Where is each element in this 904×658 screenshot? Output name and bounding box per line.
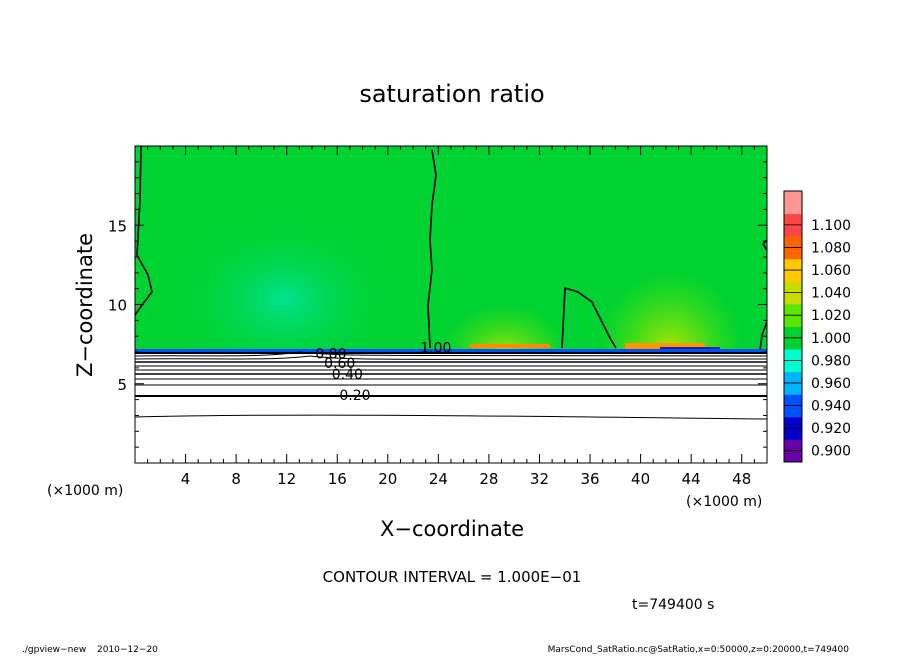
colorbar-label: 1.000 <box>811 331 851 347</box>
contour-labels: 1.00 0.800.600.40 0.20 <box>315 340 451 404</box>
colorbar-label: 0.920 <box>811 421 851 437</box>
colorbar-label: 1.080 <box>811 240 851 256</box>
y-tick-label: 10 <box>108 297 127 315</box>
colorbar-label: 0.960 <box>811 376 851 392</box>
colorbar-label: 0.940 <box>811 399 851 415</box>
contour-lines <box>135 351 767 420</box>
contour-label: 1.00 <box>420 340 451 356</box>
source-label: MarsCond_SatRatio.nc@SatRatio,x=0:50000,… <box>548 645 850 654</box>
contour-line <box>135 355 767 360</box>
x-unit-right: (×1000 m) <box>686 494 762 510</box>
contour-label: 0.80 <box>315 347 346 363</box>
subsaturated-zone-left <box>170 215 400 385</box>
supersaturated-patch-right <box>625 343 705 349</box>
x-tick-label: 40 <box>631 470 650 488</box>
y-tick-label: 15 <box>108 217 127 235</box>
colorbar-label: 0.980 <box>811 353 851 369</box>
x-tick-label: 36 <box>580 470 599 488</box>
program-label: ./gpview−new <box>22 645 86 654</box>
y-axis-ticks: 5 10 15 <box>108 161 767 448</box>
field-dry-layer <box>135 352 767 463</box>
x-unit-left: (×1000 m) <box>47 483 123 499</box>
contour-label: 0.20 <box>339 388 370 404</box>
x-axis-label: X−coordinate <box>380 517 524 541</box>
colorbar-label: 1.040 <box>811 286 851 302</box>
x-tick-label: 24 <box>429 470 448 488</box>
x-tick-label: 32 <box>530 470 549 488</box>
colorbar-segment <box>784 191 802 215</box>
x-tick-label: 16 <box>328 470 347 488</box>
contour-line <box>135 351 767 357</box>
contour-line-1.00-mid <box>427 149 437 349</box>
x-tick-label: 8 <box>231 470 241 488</box>
cloud-base-blue-band <box>135 349 767 352</box>
y-tick-label: 5 <box>117 376 127 394</box>
colorbar-frame <box>783 190 803 463</box>
contour-line <box>135 414 767 420</box>
colorbar-label: 0.900 <box>811 444 851 460</box>
contour-line-1.00-edge-low <box>759 321 767 351</box>
x-tick-label: 28 <box>479 470 498 488</box>
x-tick-label: 12 <box>277 470 296 488</box>
y-axis-label: Z−coordinate <box>73 233 97 377</box>
x-tick-label: 44 <box>682 470 701 488</box>
chart-title: saturation ratio <box>359 80 544 108</box>
time-label: t=749400 s <box>632 597 714 613</box>
contour-line-1.00-right <box>561 286 617 349</box>
colorbar-label: 1.100 <box>811 218 851 234</box>
x-tick-label: 4 <box>181 470 191 488</box>
colorbar: 0.900 0.920 0.940 0.960 0.980 1.000 1.020 1.040… <box>783 190 851 463</box>
contour-label: 0.60 <box>324 356 355 372</box>
colorbar-label: 1.020 <box>811 308 851 324</box>
x-tick-label: 48 <box>732 470 751 488</box>
date-label: 2010−12−20 <box>97 645 158 654</box>
x-axis-ticks: 4 8 12 16 20 24 28 32 36 40 44 48 <box>147 146 755 488</box>
x-tick-label: 20 <box>378 470 397 488</box>
contour-label: 0.40 <box>332 367 363 383</box>
supersaturated-patch-mid <box>470 344 550 348</box>
heatmap-field <box>135 146 767 463</box>
contour-interval-text: CONTOUR INTERVAL = 1.000E−01 <box>323 568 582 586</box>
colorbar-label: 1.060 <box>811 263 851 279</box>
